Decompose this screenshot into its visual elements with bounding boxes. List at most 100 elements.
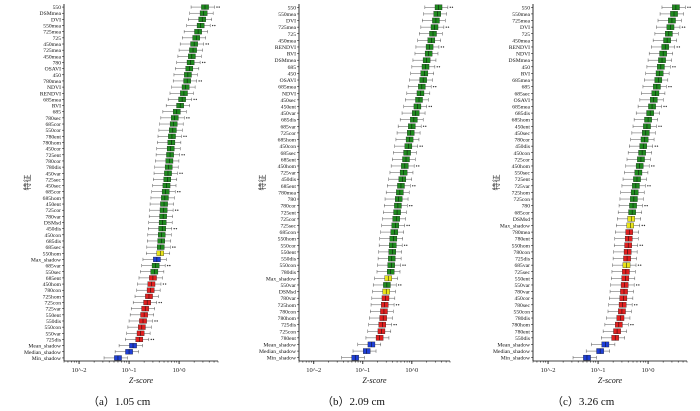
feature-label: 550dis <box>281 257 296 263</box>
outlier-point <box>181 154 183 156</box>
feature-label: 550ent <box>46 313 62 319</box>
feature-label: 685cor <box>45 122 61 128</box>
x-axis-label: Z-score <box>362 376 387 385</box>
outlier-point <box>193 98 195 101</box>
feature-label: 780con <box>45 288 62 294</box>
feature-label: 450cor <box>45 147 61 153</box>
outlier-point <box>646 204 648 207</box>
feature-label: 450sec <box>514 131 530 137</box>
feature-label: 780 <box>522 204 531 210</box>
feature-label: 550var <box>514 283 530 289</box>
x-tick-label: 10^-2 <box>306 367 321 374</box>
feature-label: 685var <box>45 264 61 270</box>
outlier-point <box>445 26 447 28</box>
outlier-point <box>414 185 416 187</box>
feature-label: 725 <box>53 36 62 42</box>
feature-label: 550 <box>522 5 531 11</box>
outlier-point <box>185 135 187 138</box>
outlier-point <box>176 191 179 193</box>
y-axis-label: 特征 <box>257 175 267 191</box>
feature-label: 550con <box>514 309 531 315</box>
feature-label: 685hom <box>278 138 297 144</box>
x-tick-label: 10^0 <box>405 367 418 374</box>
feature-label: 685var <box>280 124 296 130</box>
feature-label: RENDVI <box>509 45 530 51</box>
feature-label: 450ent <box>281 104 297 110</box>
feature-label: 685cor <box>514 210 530 216</box>
feature-label: 725mea <box>278 25 296 31</box>
feature-label: 725dis <box>281 323 296 329</box>
panel-caption-b: （b）2.09 cm <box>322 396 385 408</box>
feature-label: 450dis <box>281 177 296 183</box>
outlier-point <box>173 227 175 230</box>
feature-label: 685dis <box>515 111 530 117</box>
feature-label: 780ent <box>46 134 62 140</box>
feature-label: 450mea <box>278 38 296 44</box>
outlier-point <box>411 204 413 207</box>
feature-label: 725var <box>45 307 61 313</box>
outlier-point <box>451 6 454 9</box>
outlier-point <box>150 338 152 341</box>
outlier-point <box>406 224 408 227</box>
feature-label: 725cor <box>45 208 61 214</box>
outlier-point <box>670 85 672 88</box>
feature-label: 550mea <box>512 12 530 18</box>
feature-label: 550sec <box>45 270 61 276</box>
outlier-point <box>650 165 653 167</box>
feature-label: 450mea <box>43 54 61 60</box>
feature-label: 550dis <box>46 319 61 325</box>
feature-label: 450sec <box>280 98 296 104</box>
feature-label: DVI <box>51 17 61 23</box>
feature-label: 685dis <box>281 118 296 124</box>
feature-label: 780ent <box>515 329 531 335</box>
outlier-point <box>449 6 451 9</box>
feature-label: 725ent <box>515 177 531 183</box>
feature-label: 725cor <box>280 217 296 223</box>
feature-label: 725cor <box>280 131 296 137</box>
feature-label: 685sec <box>280 151 296 157</box>
outlier-point <box>174 209 177 211</box>
feature-label: 780cor <box>45 159 61 165</box>
outlier-point <box>166 264 169 267</box>
feature-label: 780mea <box>278 190 296 196</box>
feature-label: 450ent <box>515 124 531 130</box>
panel-caption-a: （a）1.05 cm <box>88 396 151 408</box>
outlier-point <box>174 246 176 248</box>
feature-label: 450cor <box>514 296 530 302</box>
feature-label: 780cor <box>280 204 296 210</box>
feature-label: 780hom <box>278 316 297 322</box>
feature-label: 450var <box>280 111 296 117</box>
feature-label: 780dis <box>46 165 61 171</box>
outlier-point <box>635 284 638 286</box>
outlier-point <box>447 26 450 28</box>
feature-label: 550ent <box>515 276 531 282</box>
outlier-point <box>200 80 203 82</box>
outlier-point <box>644 204 646 207</box>
outlier-point <box>205 43 207 45</box>
outlier-point <box>207 43 210 45</box>
outlier-point <box>658 125 660 128</box>
feature-label: 450dis <box>46 227 61 233</box>
outlier-point <box>397 304 400 306</box>
feature-label: 725mea <box>43 48 61 54</box>
x-tick-label: 10^0 <box>173 367 186 374</box>
outlier-point <box>647 185 649 187</box>
feature-label: 550cor <box>45 128 61 134</box>
feature-label: OSAVI <box>280 78 297 84</box>
feature-label: 685mea <box>278 85 296 91</box>
outlier-point <box>175 227 178 230</box>
feature-label: 550hom <box>43 251 62 257</box>
outlier-point <box>633 304 636 306</box>
outlier-point <box>181 172 183 174</box>
feature-label: DSMmea <box>275 58 297 64</box>
feature-label: OSAVI <box>45 67 62 73</box>
outlier-point <box>158 301 160 304</box>
outlier-point <box>641 244 644 247</box>
x-axis-label: Z-score <box>129 376 154 385</box>
chart-panel-0: 10^-2 10^-1 10^0 Z-score 特征 550DSMmeaDVI550me… <box>22 4 220 385</box>
feature-label: 780con <box>514 250 531 256</box>
feature-label: Max_shadow <box>266 276 297 282</box>
outlier-point <box>201 61 204 64</box>
feature-label: RVI <box>521 71 530 77</box>
feature-label: Mean_shadow <box>497 342 531 348</box>
